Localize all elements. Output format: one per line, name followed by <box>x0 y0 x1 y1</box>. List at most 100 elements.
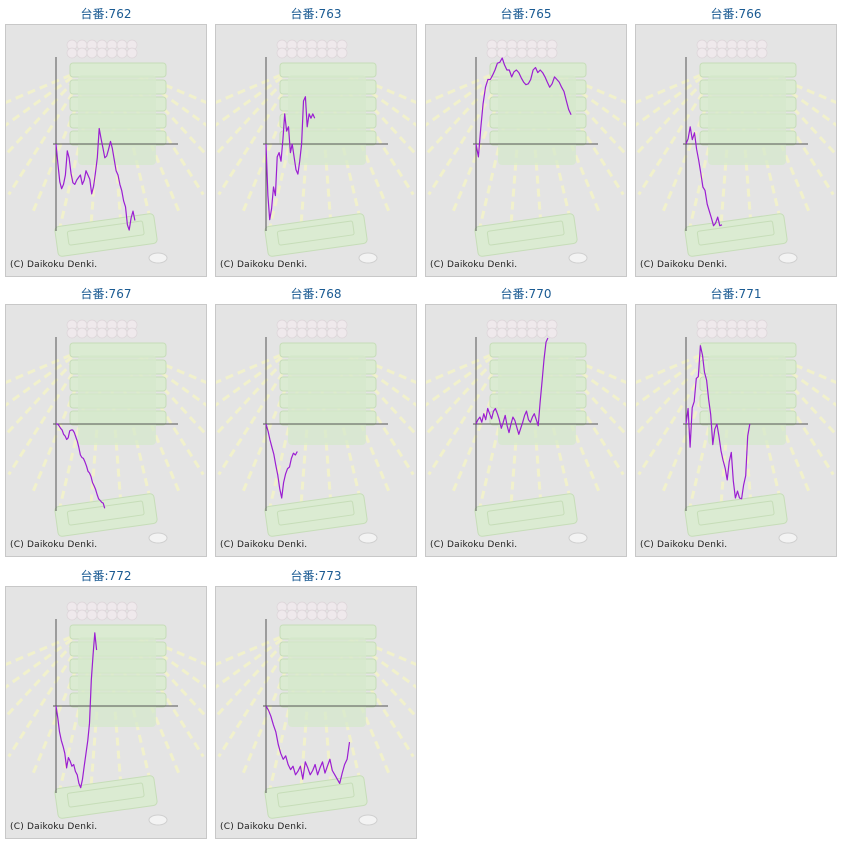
pebble <box>86 47 98 59</box>
pebble <box>116 47 128 59</box>
lower-tray <box>54 493 158 537</box>
token <box>778 532 798 544</box>
copyright-text: (C) Daikoku Denki. <box>640 540 728 550</box>
token <box>568 252 588 264</box>
pebble <box>496 327 508 339</box>
pebble <box>296 47 308 59</box>
pebble <box>76 609 88 621</box>
ray <box>528 84 544 235</box>
ray <box>216 356 283 407</box>
ray <box>6 356 73 407</box>
pebble <box>696 327 708 339</box>
series-line <box>55 127 136 231</box>
ray <box>217 642 292 758</box>
pebble <box>316 327 328 339</box>
series-line <box>55 632 98 789</box>
series-line <box>265 705 351 784</box>
ray <box>216 73 282 104</box>
ray <box>340 642 415 758</box>
token <box>778 252 798 264</box>
pebble <box>536 327 548 339</box>
ray <box>318 364 334 515</box>
chart-panel: 台番:765 (C) Daikoku Denki. <box>425 5 627 277</box>
ray <box>108 364 124 515</box>
chart-frame: (C) Daikoku Denki. <box>5 24 207 277</box>
chart-svg <box>6 319 206 544</box>
ray <box>636 78 707 157</box>
ray <box>318 646 334 797</box>
ray <box>217 80 292 196</box>
ray <box>508 364 524 515</box>
ray <box>216 353 282 384</box>
chart-svg <box>6 601 206 826</box>
tray-body <box>288 637 366 727</box>
chart-title: 台番:766 <box>710 7 762 21</box>
copyright-text: (C) Daikoku Denki. <box>220 822 308 832</box>
pebble <box>126 327 138 339</box>
pebble <box>546 47 558 59</box>
ray <box>130 80 205 196</box>
ray <box>688 84 726 228</box>
ray <box>318 84 334 235</box>
ray <box>718 84 734 235</box>
ray <box>216 640 287 719</box>
ray <box>6 73 72 104</box>
tray <box>279 62 377 78</box>
ray <box>340 360 415 476</box>
ray <box>130 360 205 476</box>
pebble <box>296 327 308 339</box>
lower-tray <box>474 213 578 257</box>
ray <box>508 84 524 235</box>
ray <box>130 642 205 758</box>
chart-svg <box>216 601 416 826</box>
lower-tray-inner <box>66 220 145 246</box>
chart-frame: (C) Daikoku Denki. <box>215 304 417 557</box>
copyright-text: (C) Daikoku Denki. <box>220 540 308 550</box>
ray <box>426 358 497 437</box>
chart-panel: 台番:767 (C) Daikoku Denki. <box>5 285 207 557</box>
chart-title: 台番:772 <box>80 569 132 583</box>
pebble <box>286 609 298 621</box>
background-illustration <box>6 319 206 544</box>
tray-body <box>498 355 576 445</box>
pebble <box>296 609 308 621</box>
ray <box>116 646 154 790</box>
token <box>358 532 378 544</box>
pebble <box>66 609 78 621</box>
chart-frame: (C) Daikoku Denki. <box>5 586 207 839</box>
pebble <box>756 47 768 59</box>
token <box>568 532 588 544</box>
copyright-text: (C) Daikoku Denki. <box>10 540 98 550</box>
chart-svg <box>636 39 836 264</box>
pebble <box>96 609 108 621</box>
chart-title: 台番:773 <box>290 569 342 583</box>
ray <box>6 353 72 384</box>
tray <box>279 342 377 358</box>
tray <box>489 342 587 358</box>
ray <box>426 353 492 384</box>
chart-frame: (C) Daikoku Denki. <box>215 24 417 277</box>
ray <box>326 646 364 790</box>
ray <box>6 358 77 437</box>
copyright-text: (C) Daikoku Denki. <box>430 260 518 270</box>
series-line <box>685 345 751 500</box>
tray <box>69 624 167 640</box>
tray-body <box>78 637 156 727</box>
chart-panel: 台番:763 (C) Daikoku Denki. <box>215 5 417 277</box>
pebble <box>316 47 328 59</box>
pebble <box>696 47 708 59</box>
chart-frame: (C) Daikoku Denki. <box>5 304 207 557</box>
chart-panel: 台番:768 (C) Daikoku Denki. <box>215 285 417 557</box>
ray <box>426 76 493 127</box>
pebble <box>546 327 558 339</box>
ray <box>216 635 282 666</box>
pebble <box>526 327 538 339</box>
chart-svg <box>636 319 836 544</box>
chart-title: 台番:768 <box>290 287 342 301</box>
background-illustration <box>6 601 206 826</box>
ray <box>30 644 88 777</box>
chart-title: 台番:763 <box>290 7 342 21</box>
ray <box>116 364 154 508</box>
pebble <box>336 47 348 59</box>
lower-tray-inner <box>276 220 355 246</box>
